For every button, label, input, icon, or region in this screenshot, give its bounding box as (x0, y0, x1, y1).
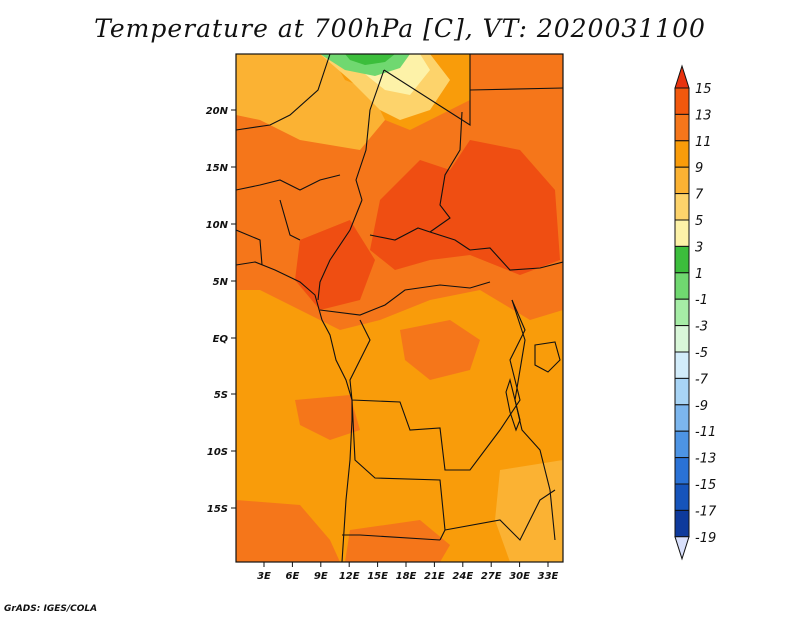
field-hot-core (370, 140, 560, 275)
field-hot-west (295, 220, 375, 310)
colorbar-label: -7 (695, 372, 709, 387)
field-green-dark (345, 54, 395, 65)
lon-label: 33E (538, 571, 559, 582)
field-warm-central-patches (400, 320, 480, 380)
colorbar-label: -1 (695, 293, 708, 308)
country-boundaries (236, 54, 563, 562)
lon-label: 15E (367, 571, 388, 582)
colorbar-box (674, 113, 690, 142)
colorbar-label: -15 (695, 478, 716, 493)
temperature-field (236, 54, 563, 562)
lake-victoria (534, 341, 561, 373)
colorbar-box (674, 140, 690, 168)
lat-label: 15N (206, 163, 229, 174)
colorbar: 15 13 11 9 7 5 3 1 -1 -3 -5 -7 -9 -11 -13 -15 -17 -19 (674, 64, 717, 561)
lake-tanganyika (505, 378, 521, 432)
border-west-coast-states (236, 199, 301, 266)
lat-label: 20N (206, 106, 229, 117)
border-zambia (444, 489, 556, 541)
lat-label: 15S (207, 504, 228, 515)
border-nigeria-cameroon (317, 199, 363, 301)
colorbar-box (674, 166, 690, 195)
colorbar-box (674, 245, 690, 274)
border-niger-chad (355, 69, 385, 201)
colorbar-label: 11 (695, 135, 712, 150)
lat-label: 10N (206, 220, 229, 231)
colorbar-top-arrow (674, 64, 690, 89)
colorbar-box (674, 457, 690, 485)
lon-label: 3E (257, 571, 271, 582)
colorbar-box (674, 298, 690, 327)
field-warm-coast-patches (295, 395, 360, 440)
colorbar-box (674, 483, 690, 511)
colorbar-label: 5 (695, 214, 703, 229)
colorbar-label: 15 (695, 82, 712, 97)
lon-label: 24E (452, 571, 473, 582)
lon-label: 12E (339, 571, 360, 582)
colorbar-label: -19 (695, 531, 716, 546)
border-libya-sudan (383, 54, 471, 127)
colorbar-label: -9 (695, 399, 708, 414)
lat-label: EQ (213, 334, 229, 345)
map-title: Temperature at 700hPa [C], VT: 202003110… (94, 14, 706, 43)
colorbar-box (674, 430, 690, 459)
latitude-axis: 20N 15N 10N 5N EQ 5S 10S 15S (206, 106, 236, 515)
lon-label: 9E (314, 571, 328, 582)
grads-credit: GrADS: IGES/COLA (4, 604, 98, 614)
lon-label: 21E (424, 571, 445, 582)
colorbar-box (674, 325, 690, 353)
border-egypt-sudan (469, 87, 563, 91)
border-chad-car (369, 227, 471, 251)
colorbar-box (674, 404, 690, 432)
colorbar-label: -13 (695, 452, 716, 467)
colorbar-label: -17 (695, 504, 717, 519)
colorbar-label: -11 (695, 425, 716, 440)
border-namibia (342, 534, 441, 541)
map-frame (235, 53, 564, 563)
coastline-west (236, 261, 353, 562)
colorbar-label: 1 (695, 267, 703, 282)
lat-label: 10S (207, 447, 228, 458)
lat-label: 5S (214, 390, 228, 401)
lon-label: 6E (286, 571, 300, 582)
border-drc (349, 299, 526, 471)
field-warm-south (345, 520, 450, 562)
border-angola (351, 399, 446, 541)
field-cool-southeast (495, 460, 563, 562)
colorbar-box (674, 193, 690, 221)
field-cool-northwest (236, 54, 385, 150)
colorbar-label: 7 (695, 188, 704, 203)
border-libya-niger-chad (236, 54, 331, 131)
field-warm-southwest (236, 500, 340, 562)
colorbar-bottom-arrow (674, 536, 690, 561)
border-car-south (319, 281, 491, 316)
colorbar-label: -3 (695, 320, 708, 335)
border-west-small (236, 174, 341, 191)
longitude-axis: 3E 6E 9E 12E 15E 18E 21E 24E 27E 30E 33E (257, 562, 559, 582)
lon-label: 27E (481, 571, 502, 582)
colorbar-label: 3 (695, 240, 703, 255)
colorbar-box (674, 272, 690, 300)
lat-label: 5N (213, 277, 229, 288)
colorbar-label: -5 (695, 346, 708, 361)
colorbar-box (674, 219, 690, 247)
border-sudan-southsudan (469, 247, 563, 271)
colorbar-box (674, 377, 690, 406)
border-chad-sudan (429, 111, 463, 233)
colorbar-box (674, 351, 690, 379)
colorbar-box (674, 509, 690, 538)
colorbar-label: 13 (695, 108, 712, 123)
colorbar-label: 9 (695, 161, 703, 176)
colorbar-box (674, 87, 690, 115)
lon-label: 18E (396, 571, 417, 582)
lon-label: 30E (509, 571, 530, 582)
